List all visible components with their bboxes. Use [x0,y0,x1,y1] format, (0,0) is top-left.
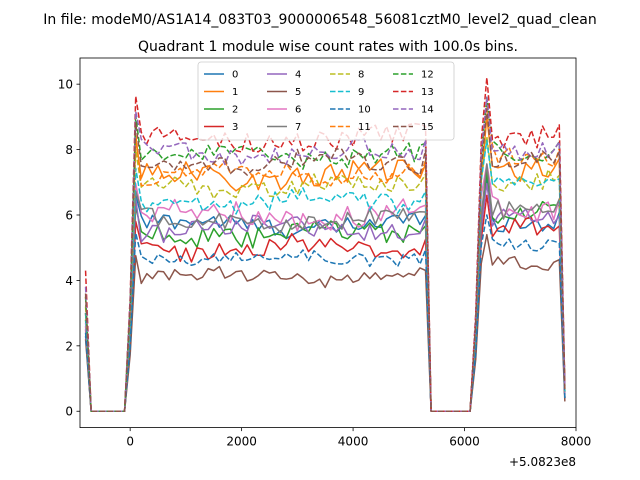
y-tick-label: 10 [58,78,73,92]
series-line-12 [84,96,566,412]
x-tick-label: 2000 [226,435,257,449]
legend-label-0: 0 [232,70,238,81]
legend-label-11: 11 [358,122,371,133]
x-tick-label: 4000 [338,435,369,449]
y-tick-label: 8 [65,143,73,157]
series-line-13 [84,76,566,412]
series-line-5 [84,233,566,412]
legend-label-3: 3 [232,122,238,133]
x-tick-label: 0 [126,435,134,449]
legend-label-6: 6 [295,105,301,116]
y-tick-label: 6 [65,208,73,222]
series-line-1 [84,116,566,412]
x-tick-label: 6000 [449,435,480,449]
series-line-9 [84,139,566,412]
legend-label-8: 8 [358,70,364,81]
legend-label-5: 5 [295,87,301,98]
x-offset-label: +5.0823e8 [509,455,576,469]
legend-label-1: 1 [232,87,238,98]
chart-title: Quadrant 1 module wise count rates with … [138,39,518,55]
legend-label-2: 2 [232,105,238,116]
series-line-3 [84,194,566,412]
legend-label-7: 7 [295,122,301,133]
legend-label-15: 15 [421,122,434,133]
y-tick-label: 4 [65,274,73,288]
legend-label-13: 13 [421,87,434,98]
x-tick-label: 8000 [561,435,592,449]
y-tick-label: 0 [65,405,73,419]
legend-box [197,61,455,141]
legend-label-14: 14 [421,105,434,116]
series-line-10 [84,214,566,412]
legend-label-12: 12 [421,70,434,81]
y-tick-label: 2 [65,339,73,353]
legend-label-10: 10 [358,105,371,116]
series-layer [84,76,566,412]
series-line-15 [84,108,566,412]
series-line-7 [84,163,566,412]
axes-frame [79,57,577,429]
legend-label-9: 9 [358,87,364,98]
series-line-4 [84,182,566,412]
legend-label-4: 4 [295,70,301,81]
figure-suptitle: In file: modeM0/AS1A14_083T03_9000006548… [43,12,596,28]
series-line-8 [84,135,566,412]
